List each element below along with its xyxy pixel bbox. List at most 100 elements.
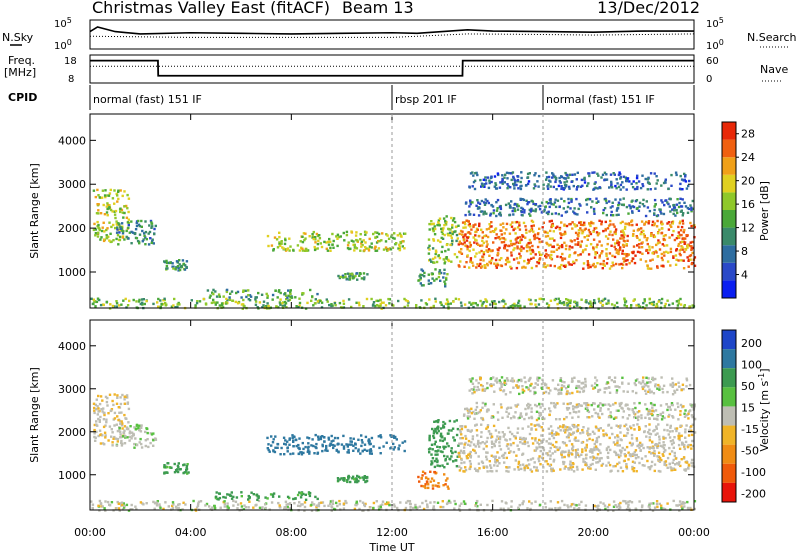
noise-sky-line (89, 26, 694, 35)
cpid-strip: CPID normal (fast) 151 IF rbsp 201 IF norm… (8, 85, 695, 110)
time-tick-label: 20:00 (577, 526, 609, 539)
velocity-scale-tick-label: 200 (741, 337, 762, 350)
echo-evening-band (457, 219, 697, 270)
echo-high-arc (468, 376, 692, 396)
velocity-color-step (722, 406, 736, 426)
echo-patch-1030 (337, 272, 369, 281)
echo-band-0800 (266, 230, 407, 253)
power-range-label: Slant Range [km] (28, 163, 41, 259)
echo-upper-band (462, 401, 697, 422)
velocity-color-step (722, 349, 736, 369)
time-tick-label: 00:00 (74, 526, 106, 539)
cpid-segment-label: normal (fast) 151 IF (93, 93, 202, 106)
power-scale-tick-label: 24 (741, 151, 755, 164)
cpid-segment-label: normal (fast) 151 IF (546, 93, 655, 106)
freq-right-tick-high: 60 (706, 56, 719, 67)
time-tick-label: 00:00 (678, 526, 710, 539)
noise-panel: N.Sky 105 100 105 100 N.Search (2, 16, 797, 52)
velocity-color-step (722, 444, 736, 464)
noise-search-label: N.Search (747, 31, 797, 44)
velocity-colorbar-frame (721, 329, 737, 503)
velocity-scale-tick-label: -50 (741, 444, 759, 457)
velocity-scale-tick-label: -15 (741, 423, 759, 436)
echo-high-arc (468, 171, 691, 191)
echo-early-streak (115, 219, 157, 246)
velocity-colorbar: 200 100 50 15 -15 -50 -100 -200 (721, 329, 766, 503)
echo-patch-1030 (336, 474, 369, 484)
velocity-color-step (722, 368, 736, 388)
echo-streak-1400 (427, 215, 460, 265)
velocity-color-step (722, 387, 736, 407)
power-panel: 1000 2000 3000 4000 Slant Range [km] (28, 113, 697, 310)
power-color-step (722, 192, 736, 210)
station-title: Christmas Valley East (fitACF) (92, 0, 330, 17)
cpid-label: CPID (8, 91, 37, 104)
time-tick-label: 16:00 (477, 526, 509, 539)
beam-label: Beam 13 (342, 0, 414, 17)
range-tick-label: 2000 (58, 222, 86, 235)
velocity-scale-tick-label: -200 (741, 487, 766, 500)
time-tick-label: 12:00 (376, 526, 408, 539)
range-tick-label: 3000 (58, 383, 86, 396)
range-tick-label: 3000 (58, 178, 86, 191)
echo-band-0800 (266, 433, 407, 456)
freq-label-line1: Freq. (8, 54, 35, 67)
power-scale-tick-label: 4 (741, 269, 748, 282)
time-tick-label: 04:00 (175, 526, 207, 539)
frequency-line (90, 59, 694, 77)
velocity-color-step (722, 482, 736, 502)
velocity-color-step (722, 463, 736, 483)
velocity-scale-label: Velocity [m s-1] (757, 368, 771, 451)
power-scale-tick-label: 12 (741, 222, 755, 235)
echo-streak-1400 (427, 419, 460, 469)
velocity-range-label: Slant Range [km] (28, 367, 41, 463)
echo-patch-1330 (417, 470, 450, 490)
range-tick-label: 2000 (58, 426, 86, 439)
noise-right-tick-low: 100 (706, 38, 724, 52)
velocity-color-step (722, 425, 736, 445)
power-color-step (722, 174, 736, 193)
freq-left-tick-low: 8 (68, 74, 74, 85)
velocity-scale-tick-label: 100 (741, 358, 762, 371)
power-scale-tick-label: 20 (741, 175, 755, 188)
date-label: 13/Dec/2012 (597, 0, 700, 17)
power-color-step (722, 245, 736, 263)
cpid-segment-label: rbsp 201 IF (395, 93, 457, 106)
power-colorbar: 4 8 12 16 20 24 28 (721, 121, 755, 299)
power-color-step (722, 139, 736, 158)
power-color-step (722, 157, 736, 175)
echo-patch-1330 (417, 268, 449, 288)
velocity-scale-tick-label: 15 (741, 401, 755, 414)
velocity-scale-tick-label: -100 (741, 466, 766, 479)
noise-sky-label: N.Sky (2, 31, 34, 44)
frequency-panel: Freq. [MHz] 18 8 60 0 Nave (4, 54, 788, 85)
velocity-panel: 1000 2000 3000 4000 Slant Range [km] (28, 319, 697, 512)
range-tick-label: 4000 (58, 134, 86, 147)
nave-label: Nave (760, 63, 788, 76)
freq-right-tick-low: 0 (706, 74, 712, 85)
velocity-scale-tick-label: 50 (741, 380, 755, 393)
power-scale-tick-label: 16 (741, 198, 755, 211)
echo-band-0500 (214, 491, 319, 501)
range-tick-label: 4000 (58, 340, 86, 353)
echo-band-0500 (206, 288, 319, 299)
noise-right-tick-high: 105 (706, 16, 724, 30)
power-color-step (722, 210, 736, 228)
echo-early-streak (115, 423, 158, 449)
time-tick-label: 08:00 (275, 526, 307, 539)
time-axis-label: Time UT (368, 541, 414, 554)
power-scale-label: Power [dB] (758, 181, 771, 241)
noise-left-tick-high: 105 (54, 16, 72, 30)
echo-upper-band (464, 197, 694, 218)
echo-patch-0330 (163, 259, 189, 272)
power-colorbar-frame (721, 121, 737, 299)
range-tick-label: 1000 (58, 469, 86, 482)
freq-left-tick-high: 18 (64, 56, 77, 67)
power-color-step (722, 122, 736, 140)
power-color-step (722, 227, 736, 246)
freq-label-line2: [MHz] (4, 66, 36, 79)
echo-patch-0330 (163, 462, 190, 475)
power-color-step (722, 262, 736, 281)
power-scale-tick-label: 8 (741, 245, 748, 258)
time-axis: 00:00 04:00 08:00 12:00 16:00 20:00 00:00 (74, 114, 710, 539)
